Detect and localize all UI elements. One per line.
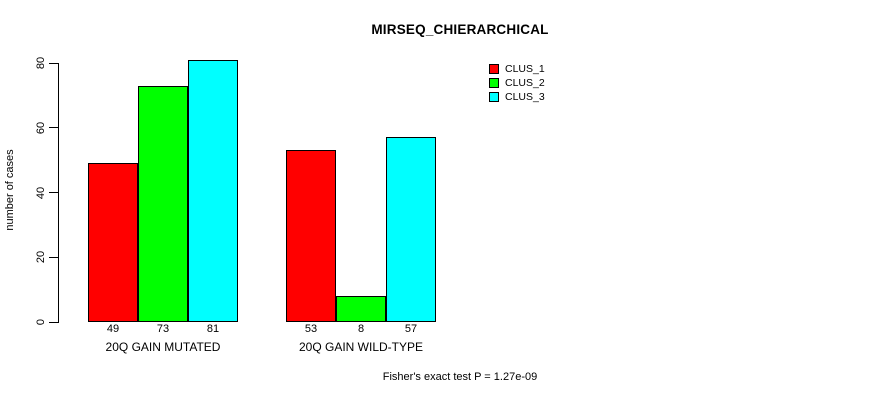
bar-clus_3-group2 xyxy=(386,137,436,322)
y-tick-label: 40 xyxy=(35,186,47,199)
y-tick-mark xyxy=(49,256,58,258)
bar-value-label: 57 xyxy=(404,322,418,335)
bar-value-label: 81 xyxy=(206,322,220,335)
legend-item-clus_1: CLUS_1 xyxy=(489,64,545,74)
y-tick-mark xyxy=(49,127,58,129)
chart-title: MIRSEQ_CHIERARCHICAL xyxy=(371,22,549,37)
bar-value-label: 49 xyxy=(106,322,120,335)
y-tick-label: 20 xyxy=(35,251,47,264)
y-tick-label: 80 xyxy=(35,56,47,70)
category-label: 20Q GAIN WILD-TYPE xyxy=(298,340,424,354)
legend: CLUS_1 CLUS_2 CLUS_3 xyxy=(489,64,545,102)
bar-value-label: 8 xyxy=(357,322,365,335)
legend-label: CLUS_1 xyxy=(505,63,545,75)
category-label: 20Q GAIN MUTATED xyxy=(105,340,221,354)
bar-value-label: 53 xyxy=(304,322,318,335)
legend-label: CLUS_3 xyxy=(505,91,545,103)
y-tick-label: 60 xyxy=(35,121,47,134)
legend-item-clus_3: CLUS_3 xyxy=(489,92,545,102)
y-tick-mark xyxy=(49,62,58,64)
bar-clus_2-group2 xyxy=(336,296,386,322)
bar-clus_1-group1 xyxy=(88,163,138,322)
legend-swatch-icon xyxy=(489,64,499,74)
y-tick-mark xyxy=(49,321,58,323)
bar-value-label: 73 xyxy=(156,322,170,335)
bar-clus_3-group1 xyxy=(188,59,238,322)
y-tick-label: 0 xyxy=(35,318,47,326)
legend-swatch-icon xyxy=(489,92,499,102)
legend-item-clus_2: CLUS_2 xyxy=(489,78,545,88)
y-tick-mark xyxy=(49,192,58,193)
legend-swatch-icon xyxy=(489,78,499,88)
legend-label: CLUS_2 xyxy=(505,77,545,89)
y-axis-line xyxy=(58,62,59,323)
bar-clus_2-group1 xyxy=(138,85,188,322)
fisher-test-annotation: Fisher's exact test P = 1.27e-09 xyxy=(382,371,538,383)
bar-clus_1-group2 xyxy=(286,150,336,322)
